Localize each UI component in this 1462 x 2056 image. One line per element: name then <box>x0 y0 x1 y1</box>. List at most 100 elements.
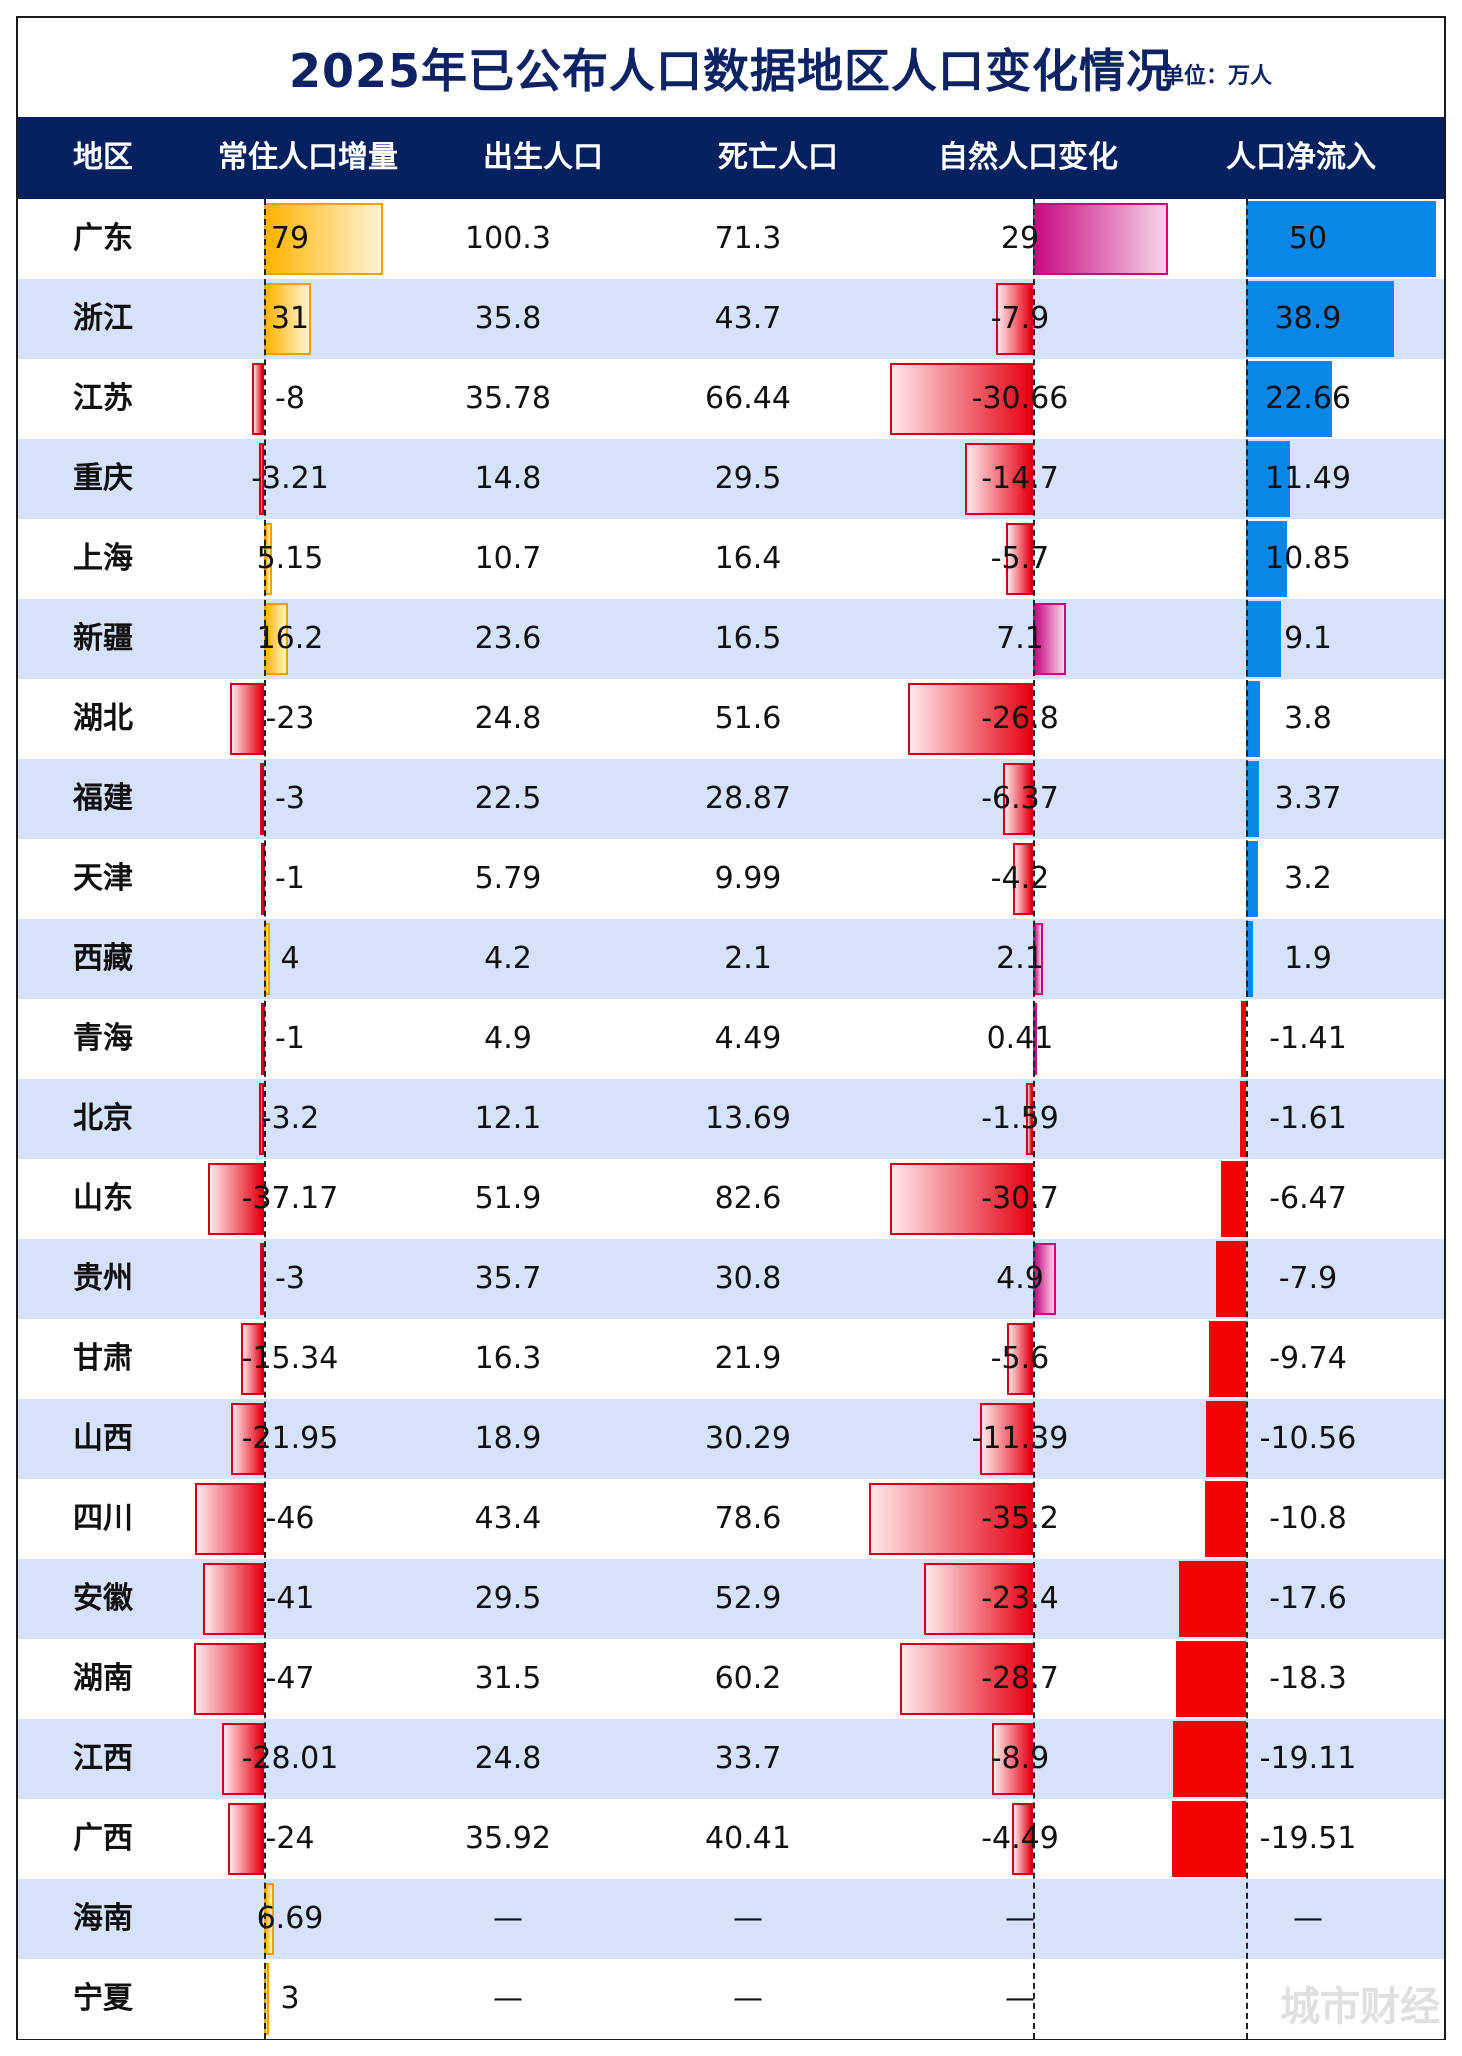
table-row: 西藏 4 4.2 2.1 2.1 1.9 <box>18 919 1444 999</box>
deaths-value: — <box>733 1901 763 1936</box>
births-value: 35.7 <box>474 1261 542 1296</box>
growth-value: -3 <box>275 781 305 816</box>
natural-change-bar <box>869 1483 1033 1555</box>
net-inflow-bar <box>1240 1001 1246 1077</box>
deaths-value: 16.4 <box>714 541 782 576</box>
table-row: 广东 79 100.3 71.3 29 50 <box>18 199 1444 279</box>
growth-value: -15.34 <box>241 1341 339 1376</box>
births-value: 31.5 <box>474 1661 542 1696</box>
watermark: 城市财经 <box>1280 1984 1440 2030</box>
natural-change-bar <box>1006 1323 1033 1395</box>
growth-bar <box>259 1243 264 1315</box>
net-inflow-value: 50 <box>1288 221 1328 256</box>
births-value: 35.8 <box>474 301 542 336</box>
net-inflow-bar <box>1239 1081 1246 1157</box>
region-name: 西藏 <box>73 941 133 976</box>
region-name: 安徽 <box>73 1581 133 1616</box>
region-name: 北京 <box>73 1101 133 1136</box>
births-value: 24.8 <box>474 1741 542 1776</box>
table-row: 甘肃 -15.34 16.3 21.9 -5.6 -9.74 <box>18 1319 1444 1399</box>
growth-value: -24 <box>265 1821 315 1856</box>
natural-change-value: -30.7 <box>981 1181 1059 1216</box>
deaths-value: 66.44 <box>705 381 791 416</box>
births-value: 14.8 <box>474 461 542 496</box>
net-inflow-value: -17.6 <box>1269 1581 1347 1616</box>
net-inflow-value: -19.51 <box>1259 1821 1357 1856</box>
region-name: 广东 <box>73 221 133 256</box>
natural-change-value: -23.4 <box>981 1581 1059 1616</box>
growth-value: -8 <box>275 381 305 416</box>
table-body: 广东 79 100.3 71.3 29 50 浙江 31 35.8 43.7 -7.9 38.9 江苏 -… <box>18 199 1444 2039</box>
table-row: 福建 -3 22.5 28.87 -6.37 3.37 <box>18 759 1444 839</box>
natural-change-value: -5.6 <box>990 1341 1050 1376</box>
growth-value: 79 <box>270 221 310 256</box>
births-value: 5.79 <box>474 861 542 896</box>
growth-bar <box>259 443 264 515</box>
births-value: 35.78 <box>465 381 551 416</box>
births-value: 4.9 <box>484 1021 532 1056</box>
table-frame <box>16 16 1446 2040</box>
growth-value: -47 <box>265 1661 315 1696</box>
births-value: 23.6 <box>474 621 542 656</box>
growth-value: -3.2 <box>260 1101 320 1136</box>
growth-bar <box>229 683 264 755</box>
growth-bar <box>240 1323 264 1395</box>
deaths-value: 30.8 <box>714 1261 782 1296</box>
deaths-value: 52.9 <box>714 1581 782 1616</box>
births-value: 4.2 <box>484 941 532 976</box>
title-bar: 2025年已公布人口数据地区人口变化情况 <box>18 18 1444 117</box>
table-row: 海南 6.69 — — — — <box>18 1879 1444 1959</box>
natural-change-value: -8.9 <box>990 1741 1050 1776</box>
table-row: 浙江 31 35.8 43.7 -7.9 38.9 <box>18 279 1444 359</box>
net-inflow-value: 38.9 <box>1274 301 1342 336</box>
net-inflow-bar <box>1208 1321 1246 1397</box>
growth-bar <box>202 1563 264 1635</box>
net-inflow-bar <box>1171 1801 1246 1877</box>
net-inflow-bar <box>1246 761 1259 837</box>
table-row: 安徽 -41 29.5 52.9 -23.4 -17.6 <box>18 1559 1444 1639</box>
deaths-value: 28.87 <box>705 781 791 816</box>
deaths-value: 29.5 <box>714 461 782 496</box>
natural-change-value: -35.2 <box>981 1501 1059 1536</box>
natural-change-value: — <box>1005 1901 1035 1936</box>
growth-value: -1 <box>275 861 305 896</box>
region-name: 上海 <box>73 541 133 576</box>
region-name: 贵州 <box>73 1261 133 1296</box>
natural-change-bar <box>980 1403 1033 1475</box>
region-name: 湖北 <box>73 701 133 736</box>
births-value: — <box>493 1901 523 1936</box>
net-inflow-value: -7.9 <box>1278 1261 1338 1296</box>
net-inflow-value: 10.85 <box>1265 541 1351 576</box>
growth-value: 4 <box>280 941 300 976</box>
natural-change-bar <box>908 683 1033 755</box>
growth-value: -46 <box>265 1501 315 1536</box>
net-inflow-value: 3.37 <box>1274 781 1342 816</box>
births-value: 12.1 <box>474 1101 542 1136</box>
table-row: 宁夏 3 — — — <box>18 1959 1444 2039</box>
net-inflow-value: -6.47 <box>1269 1181 1347 1216</box>
growth-bar <box>221 1723 264 1795</box>
natural-change-value: -4.49 <box>981 1821 1059 1856</box>
growth-bar <box>259 1083 264 1155</box>
net-inflow-value: -1.41 <box>1269 1021 1347 1056</box>
natural-axis <box>1033 199 1035 2039</box>
natural-change-bar <box>1006 523 1033 595</box>
net-inflow-bar <box>1246 921 1254 997</box>
growth-bar <box>208 1163 264 1235</box>
births-value: 51.9 <box>474 1181 542 1216</box>
growth-bar <box>228 1803 264 1875</box>
growth-value: -1 <box>275 1021 305 1056</box>
net-inflow-value: -9.74 <box>1269 1341 1347 1376</box>
region-name: 海南 <box>73 1901 133 1936</box>
table-row: 江西 -28.01 24.8 33.7 -8.9 -19.11 <box>18 1719 1444 1799</box>
region-name: 天津 <box>73 861 133 896</box>
table-row: 天津 -1 5.79 9.99 -4.2 3.2 <box>18 839 1444 919</box>
natural-change-bar <box>924 1563 1033 1635</box>
net-inflow-value: 11.49 <box>1265 461 1351 496</box>
header-natural: 自然人口变化 <box>938 140 1118 175</box>
births-value: 43.4 <box>474 1501 542 1536</box>
inflow-axis <box>1246 199 1248 2039</box>
natural-change-value: -6.37 <box>981 781 1059 816</box>
table-row: 青海 -1 4.9 4.49 0.41 -1.41 <box>18 999 1444 1079</box>
net-inflow-value: 3.8 <box>1284 701 1332 736</box>
